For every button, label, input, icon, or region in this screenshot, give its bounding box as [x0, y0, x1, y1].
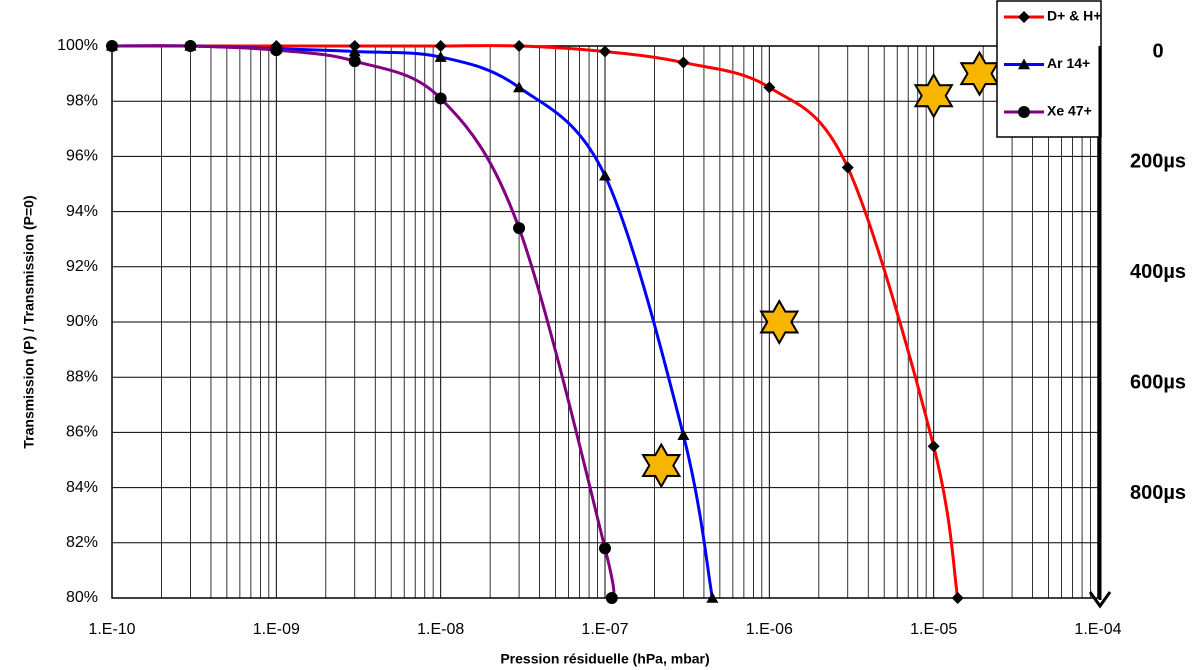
x-tick-label: 1.E-06 — [746, 621, 793, 638]
y-tick-label: 82% — [66, 534, 98, 551]
legend-label: Xe 47+ — [1047, 103, 1092, 119]
legend-label: Ar 14+ — [1047, 55, 1090, 71]
x-axis-label: Pression résiduelle (hPa, mbar) — [500, 651, 709, 667]
x-tick-label: 1.E-07 — [581, 621, 628, 638]
marker — [106, 40, 118, 52]
legend-box — [996, 0, 1102, 138]
y-tick-label: 92% — [66, 258, 98, 275]
y2-tick-label: 200µs — [1130, 151, 1186, 173]
marker — [513, 81, 526, 93]
marker — [434, 40, 447, 52]
y2-tick-label: 800µs — [1130, 482, 1186, 504]
x-tick-label: 1.E-09 — [253, 621, 300, 638]
marker — [434, 92, 447, 105]
x-tick-label: 1.E-08 — [417, 621, 464, 638]
y-tick-label: 86% — [66, 424, 98, 441]
legend-marker — [1018, 106, 1030, 118]
marker — [270, 44, 283, 57]
marker — [706, 592, 719, 603]
x-tick-label: 1.E-04 — [1074, 621, 1121, 638]
marker — [677, 56, 690, 69]
legend-label: D+ & H+ — [1047, 8, 1101, 24]
y-tick-label: 88% — [66, 368, 98, 385]
x-tick-label: 1.E-10 — [88, 621, 135, 638]
legend-marker — [1018, 58, 1030, 70]
marker — [184, 40, 197, 52]
y-tick-label: 94% — [66, 203, 98, 220]
x-tick-label: 1.E-05 — [910, 621, 957, 638]
marker — [599, 169, 611, 181]
y2-tick-label: 600µs — [1130, 371, 1186, 393]
marker — [513, 40, 526, 52]
highlight-star — [959, 50, 1000, 97]
y-tick-label: 96% — [66, 148, 98, 165]
marker — [951, 592, 964, 604]
y2-tick-label: 0 — [1152, 40, 1163, 62]
marker — [348, 55, 361, 68]
y-axis-label: Transmission (P) / Transmission (P=0) — [21, 195, 37, 448]
time-arrow-head — [1088, 591, 1112, 609]
y-tick-label: 80% — [66, 589, 98, 606]
highlight-star — [641, 442, 682, 489]
marker — [599, 542, 611, 555]
marker — [348, 45, 361, 57]
y2-tick-label: 400µs — [1130, 261, 1186, 283]
y-tick-label: 100% — [57, 37, 98, 54]
marker — [841, 161, 854, 174]
marker — [677, 429, 690, 440]
marker — [763, 81, 776, 94]
marker — [599, 45, 611, 58]
marker — [513, 222, 526, 235]
marker — [605, 592, 618, 604]
legend-marker — [1018, 11, 1030, 23]
y-tick-label: 98% — [66, 92, 98, 109]
y-tick-label: 84% — [66, 479, 98, 496]
y-tick-label: 90% — [66, 313, 98, 330]
highlight-star — [759, 298, 800, 346]
marker — [927, 440, 940, 453]
highlight-star — [913, 72, 954, 119]
marker — [434, 51, 447, 62]
